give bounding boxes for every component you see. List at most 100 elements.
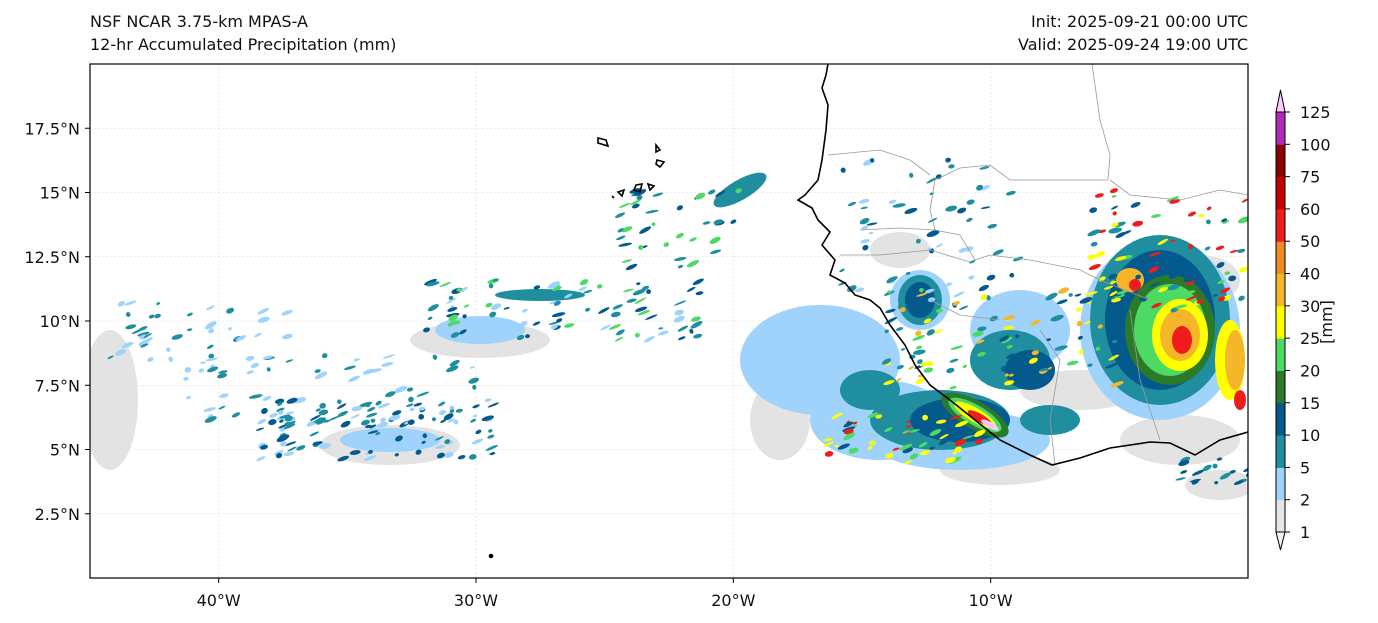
precip-cell: [585, 307, 591, 312]
precip-cell: [952, 451, 957, 455]
lat-tick-label: 2.5°N: [35, 505, 80, 524]
precip-cell: [962, 364, 968, 368]
precip-cell: [469, 366, 475, 369]
precip-cell: [658, 330, 669, 336]
precip-cell: [432, 354, 438, 360]
precip-cell: [860, 206, 868, 210]
precip-cell: [1191, 479, 1200, 485]
precip-cell: [690, 316, 701, 322]
precip-cell: [831, 412, 843, 420]
precip-cell: [715, 190, 726, 197]
colorbar-segment: [1276, 112, 1285, 145]
precip-cell: [147, 357, 154, 362]
colorbar-extend-max: [1275, 89, 1286, 113]
precip-cell: [906, 420, 911, 423]
precip-cell: [321, 353, 328, 359]
precip-cell: [208, 328, 215, 334]
precip-cell: [896, 378, 902, 382]
precip-cell: [885, 452, 894, 459]
precip-cell: [861, 225, 869, 230]
colorbar-segment: [1276, 144, 1285, 178]
precip-cell: [473, 414, 478, 418]
precip-cell: [203, 407, 217, 412]
precip-cell: [489, 452, 496, 456]
precip-cell: [1158, 286, 1168, 293]
precip-cell: [1000, 365, 1008, 372]
precip-cell: [1066, 360, 1079, 366]
precip-cell: [418, 406, 426, 411]
precip-cell: [638, 244, 644, 251]
precip-cell: [314, 369, 321, 373]
precip-cell: [1105, 362, 1119, 369]
precip-cell: [896, 364, 904, 370]
precip-cell: [268, 419, 277, 426]
precip-cell: [448, 314, 458, 322]
precip-cell: [416, 391, 430, 397]
precip-cell: [641, 285, 650, 291]
precip-cell: [375, 431, 381, 436]
precip-cell: [235, 335, 247, 341]
precip-cell: [1075, 307, 1082, 312]
precip-cell: [1168, 272, 1178, 279]
precip-cell: [278, 410, 284, 415]
precip-cell: [309, 414, 321, 421]
field-title: 12-hr Accumulated Precipitation (mm): [90, 35, 397, 54]
precip-cell: [979, 166, 990, 170]
precip-cell: [107, 355, 114, 360]
precip-cell: [434, 436, 444, 441]
precip-cell: [472, 384, 477, 390]
precip-cell: [286, 397, 298, 404]
precip-cell: [488, 429, 493, 433]
precip-cell: [976, 339, 985, 344]
precip-cell: [217, 373, 228, 379]
precip-cell: [843, 421, 854, 428]
precip-cell: [709, 236, 721, 245]
precip-cell: [415, 449, 422, 455]
precip-cell: [652, 192, 664, 197]
precip-cell: [487, 434, 495, 439]
precip-cell: [462, 314, 467, 319]
precip-cell: [453, 419, 459, 425]
precip-cell: [1216, 261, 1225, 269]
precip-cell: [485, 302, 493, 308]
precip-cell: [862, 244, 869, 251]
precip-cell: [875, 414, 883, 419]
precip-cell: [938, 439, 948, 446]
precip-cell: [368, 368, 382, 373]
precip-cell: [364, 427, 377, 435]
precip-cell: [822, 441, 835, 448]
colorbar-level-label: 60: [1300, 200, 1320, 219]
precip-cell: [1031, 350, 1039, 356]
precip-cell: [886, 276, 898, 284]
precip-cell: [353, 358, 361, 362]
precip-cell: [472, 404, 480, 409]
precip-cell: [1054, 345, 1068, 351]
precip-cell: [635, 332, 640, 338]
precip-cell: [645, 314, 658, 320]
precip-cell: [905, 271, 911, 275]
precip-cell: [824, 451, 834, 457]
precip-cell: [438, 401, 446, 407]
precip-cell: [368, 424, 377, 429]
precip-cell: [905, 424, 913, 429]
precip-cell: [205, 357, 218, 362]
precip-cell: [370, 418, 376, 423]
colorbar-level-label: 30: [1300, 297, 1320, 316]
precip-cell: [525, 334, 530, 339]
precip-cell: [440, 419, 447, 424]
precip-cell: [1108, 273, 1118, 280]
precip-cell: [553, 325, 561, 330]
precip-cell: [564, 293, 573, 299]
precip-cell: [867, 446, 873, 450]
precip-cell: [992, 249, 1004, 256]
precip-cell: [923, 367, 934, 373]
precip-cell: [1222, 295, 1231, 301]
colorbar-level-label: 125: [1300, 103, 1331, 122]
precip-cell: [646, 289, 651, 295]
precip-cell: [855, 287, 865, 293]
precip-cell: [1204, 246, 1211, 251]
precip-cell: [1149, 282, 1160, 288]
precip-cell: [1048, 366, 1052, 370]
precip-cell: [1215, 245, 1225, 251]
colorbar: [1275, 89, 1286, 551]
